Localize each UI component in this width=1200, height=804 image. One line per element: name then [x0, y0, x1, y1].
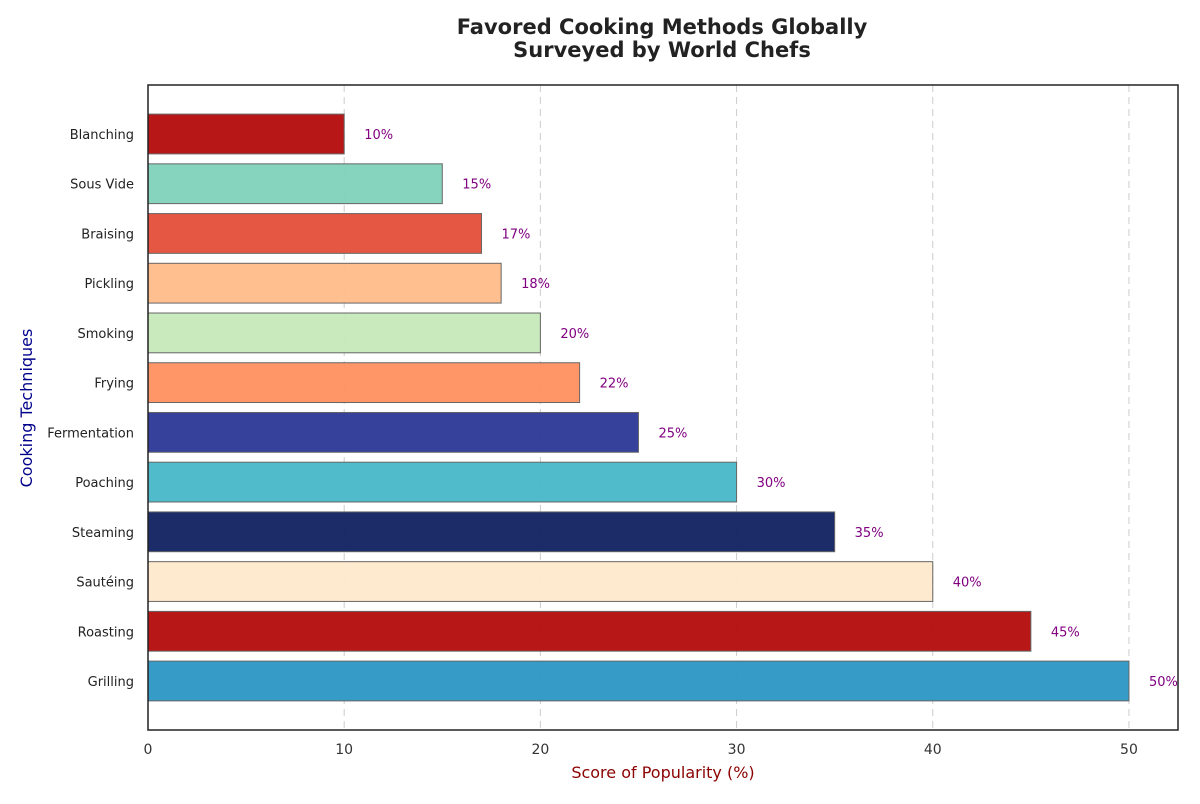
bar — [147, 461, 738, 503]
x-tick-label: 50 — [1120, 742, 1138, 758]
chart-title-line-1: Favored Cooking Methods Globally — [457, 15, 868, 39]
data-label: 22% — [600, 377, 629, 392]
y-tick-label: Pickling — [84, 277, 134, 292]
data-label: 17% — [502, 227, 531, 242]
y-tick-label: Poaching — [75, 476, 134, 491]
bar — [147, 262, 502, 304]
x-tick-labels: 0 10 20 30 40 50 — [144, 742, 1138, 758]
x-tick-label: 0 — [144, 742, 153, 758]
y-tick-label: Sautéing — [76, 576, 134, 591]
x-tick-label: 20 — [531, 742, 549, 758]
y-tick-label: Braising — [81, 227, 134, 242]
bars — [147, 113, 1130, 702]
bar — [147, 213, 483, 254]
y-tick-labels: Grilling Roasting Sautéing Steaming Poaching… — [47, 128, 134, 690]
chart-title-line-2: Surveyed by World Chefs — [513, 38, 811, 62]
data-label: 35% — [855, 526, 884, 541]
y-tick-label: Fermentation — [47, 426, 134, 441]
bar — [147, 561, 934, 602]
bar — [147, 411, 639, 453]
y-axis-label: Cooking Techniques — [17, 329, 36, 488]
data-label: 40% — [953, 576, 982, 591]
bar — [147, 362, 581, 404]
y-tick-label: Frying — [94, 377, 134, 392]
x-tick-label: 40 — [924, 742, 942, 758]
bar — [147, 610, 1032, 652]
data-label: 10% — [364, 128, 393, 143]
bar — [147, 660, 1130, 702]
data-label: 15% — [462, 178, 491, 193]
bar — [147, 113, 345, 155]
bar — [147, 312, 541, 354]
bar — [147, 511, 836, 553]
y-tick-label: Blanching — [70, 128, 134, 143]
bar — [147, 163, 443, 205]
data-labels: 50% 45% 40% 35% 30% 25% 22% 20% 18% 17% 15% 10% — [364, 128, 1178, 690]
data-label: 20% — [560, 327, 589, 342]
y-tick-label: Roasting — [78, 625, 134, 640]
data-label: 45% — [1051, 625, 1080, 640]
y-tick-label: Grilling — [88, 675, 134, 690]
plot-frame — [147, 84, 1179, 731]
data-label: 50% — [1149, 675, 1178, 690]
y-tick-label: Smoking — [77, 327, 134, 342]
x-axis-label: Score of Popularity (%) — [571, 763, 754, 782]
y-tick-label: Sous Vide — [70, 178, 134, 193]
data-label: 25% — [658, 426, 687, 441]
data-label: 30% — [757, 476, 786, 491]
x-tick-label: 10 — [335, 742, 353, 758]
x-tick-label: 30 — [728, 742, 746, 758]
y-tick-label: Steaming — [72, 526, 134, 541]
data-label: 18% — [521, 277, 550, 292]
